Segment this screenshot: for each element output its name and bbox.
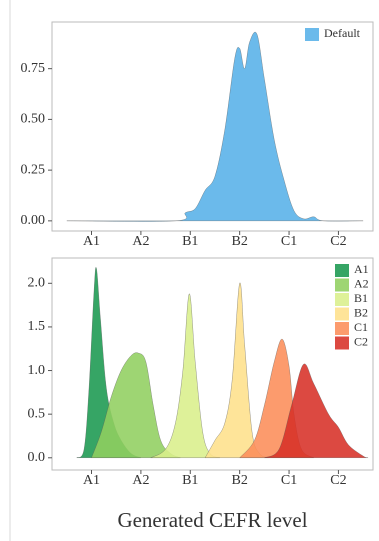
legend-swatch <box>335 278 349 292</box>
x-tick-label: A2 <box>132 234 149 249</box>
x-tick-label: A1 <box>83 473 100 488</box>
y-tick-label: 2.0 <box>28 276 46 291</box>
panel <box>51 21 374 232</box>
legend-label: C1 <box>354 320 368 334</box>
density-area <box>91 352 181 459</box>
legend-swatch <box>305 28 319 41</box>
x-axis-title: Generated CEFR level <box>117 508 307 532</box>
legend-label: Default <box>324 26 361 40</box>
y-tick-label: 0.00 <box>21 213 46 228</box>
legend-label: B2 <box>354 305 368 319</box>
x-tick-label: C2 <box>330 234 346 249</box>
density-area <box>263 363 369 459</box>
legend-swatch <box>335 307 349 321</box>
x-tick-label: C2 <box>330 473 346 488</box>
density-area <box>149 293 221 459</box>
x-tick-label: C1 <box>281 473 297 488</box>
y-tick-label: 0.0 <box>28 450 46 465</box>
x-tick-label: B1 <box>182 473 198 488</box>
legend-label: B1 <box>354 291 368 305</box>
y-tick-label: 0.75 <box>21 61 46 76</box>
x-tick-label: C1 <box>281 234 297 249</box>
y-tick-label: 0.5 <box>28 406 46 421</box>
legend-swatch <box>335 293 349 306</box>
y-tick-label: 0.25 <box>21 162 46 177</box>
legend-label: A2 <box>354 276 369 290</box>
legend-label: A1 <box>354 262 369 276</box>
x-tick-label: A1 <box>83 234 100 249</box>
legend-swatch <box>335 264 349 277</box>
y-tick-label: 0.50 <box>21 112 46 127</box>
y-tick-label: 1.5 <box>28 319 46 334</box>
x-tick-label: B2 <box>231 234 247 249</box>
x-tick-label: A2 <box>132 473 149 488</box>
legend-swatch <box>335 336 349 350</box>
legend-swatch <box>335 322 349 335</box>
x-tick-label: B1 <box>182 234 198 249</box>
legend-label: C2 <box>354 334 368 348</box>
y-tick-label: 1.0 <box>28 363 46 378</box>
x-tick-label: B2 <box>231 473 247 488</box>
density-area <box>66 31 364 222</box>
